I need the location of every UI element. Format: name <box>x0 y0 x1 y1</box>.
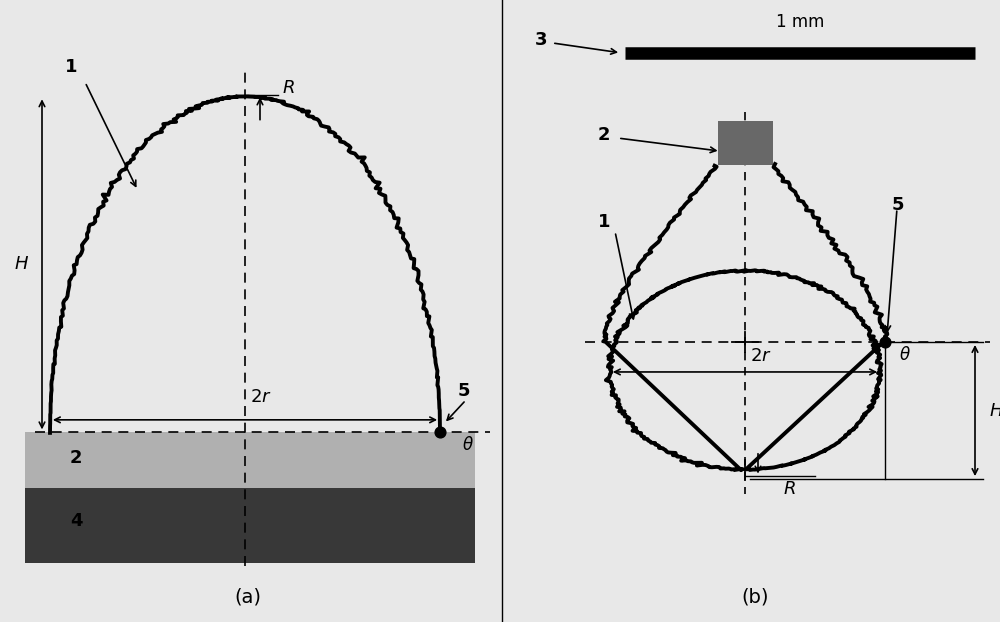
Text: 5: 5 <box>892 195 904 213</box>
Text: 1 mm: 1 mm <box>776 12 824 30</box>
Text: 1: 1 <box>65 57 78 75</box>
Text: 2: 2 <box>70 449 82 467</box>
Bar <box>25 432 475 488</box>
Text: $R$: $R$ <box>783 480 796 498</box>
Text: 3: 3 <box>535 31 548 49</box>
Bar <box>25 488 475 563</box>
Text: 2: 2 <box>598 126 610 144</box>
Point <box>432 427 448 437</box>
Text: $H$: $H$ <box>14 256 30 273</box>
Text: 1: 1 <box>598 213 610 231</box>
Bar <box>718 121 772 165</box>
Text: 5: 5 <box>458 382 471 400</box>
Text: $2r$: $2r$ <box>250 388 272 406</box>
Point <box>877 337 893 347</box>
Text: $H$: $H$ <box>989 402 1000 419</box>
Text: $2r$: $2r$ <box>750 346 772 364</box>
Text: (b): (b) <box>741 587 769 606</box>
Text: (a): (a) <box>234 587 262 606</box>
Text: 4: 4 <box>70 511 82 529</box>
Text: $\theta$: $\theta$ <box>899 345 911 363</box>
Text: $R$: $R$ <box>282 78 295 96</box>
Text: $\theta$: $\theta$ <box>462 435 474 453</box>
